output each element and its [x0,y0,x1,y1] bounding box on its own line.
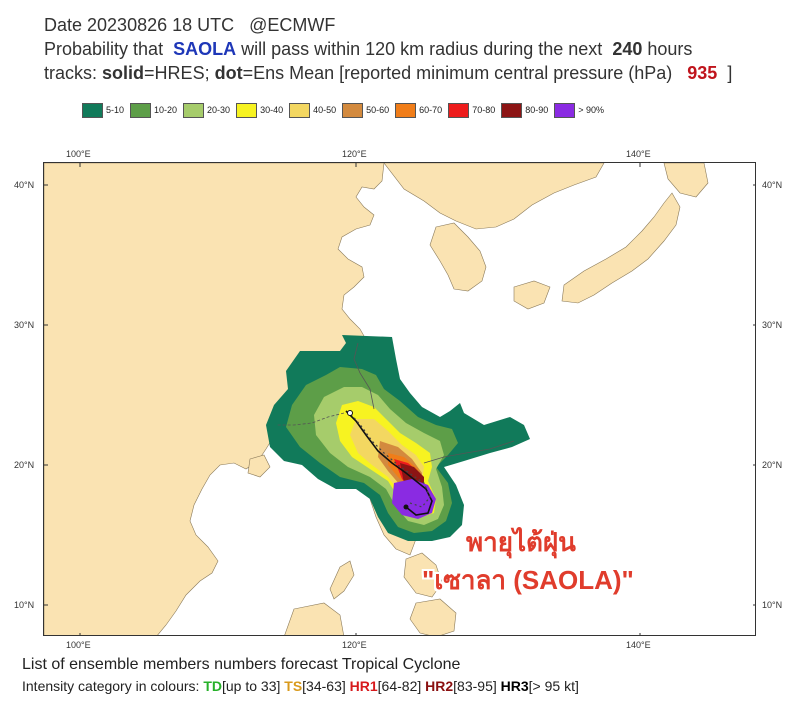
category-hr1-range: [64-82] [377,678,422,694]
legend-item: 50-60 [342,102,390,118]
legend-item: 70-80 [448,102,496,118]
legend-label: 50-60 [366,105,390,115]
footer-intensity-text: Intensity category in colours: TD[up to … [22,678,579,694]
member-track-north [353,342,375,410]
legend-item: 30-40 [236,102,284,118]
lat-tick-right-30: 30°N [762,320,783,330]
legend-item: 5-10 [82,102,125,118]
member-track-northeast [423,440,515,464]
legend-swatch [501,102,523,118]
lon-tick-top-120: 120°E [342,149,367,159]
category-ts: TS [284,678,303,694]
header-line-probability: Probability that SAOLA will pass within … [44,38,692,60]
category-hr2: HR2 [425,678,454,694]
category-hr2-range: [83-95] [453,678,497,694]
category-td: TD [203,678,222,694]
lat-tick-left-30: 30°N [14,320,35,330]
hres-track [345,410,433,516]
legend-swatch [236,102,258,118]
legend-label: 20-30 [207,105,231,115]
legend-swatch [448,102,470,118]
tracks-prefix: tracks: [44,63,98,83]
category-hr3-range: [> 95 kt] [528,678,579,694]
land-borneo [284,602,344,635]
lat-tick-right-40: 40°N [762,180,783,190]
legend-item: 60-70 [395,102,443,118]
legend-item: 40-50 [289,102,337,118]
map-svg [44,163,755,635]
lat-tick-left-40: 40°N [14,180,35,190]
lat-tick-right-10: 10°N [762,600,783,610]
dot-word: dot [214,63,243,83]
category-td-range: [up to 33] [221,678,281,694]
category-hr3: HR3 [500,678,529,694]
tracks-layer [276,342,515,516]
ens-end-marker [347,410,353,416]
solid-desc: =HRES; [144,63,210,83]
typhoon-label-thai: พายุไต้ฝุ่น [466,527,576,557]
lon-tick-bottom-120: 120°E [342,640,367,650]
map-frame [43,162,756,636]
land-japan-hokkaido [663,163,709,198]
probability-middle: will pass within 120 km radius during th… [241,39,603,59]
land-visayas [403,552,443,598]
ens-mean-track [349,412,431,508]
legend-label: 40-50 [313,105,337,115]
legend-swatch [289,102,311,118]
land-mindanao [409,598,457,635]
pressure-value: 935 [687,63,718,83]
lon-tick-bottom-140: 140°E [626,640,651,650]
date-text: Date 20230826 18 UTC [44,15,235,35]
legend-swatch [554,102,576,118]
solid-word: solid [102,63,145,83]
legend-item: 20-30 [183,102,231,118]
lat-tick-left-10: 10°N [14,600,35,610]
legend-swatch [342,102,364,118]
legend-item: 80-90 [501,102,549,118]
member-track-west [276,412,345,426]
hres-start-marker [403,504,409,510]
land-north [383,163,605,230]
legend-swatch [82,102,103,118]
lat-tick-left-20: 20°N [14,460,35,470]
land-japan-kyushu [513,280,551,310]
dot-desc: =Ens Mean [reported minimum central pres… [242,63,673,83]
legend-swatch [183,102,205,118]
legend-item: 10-20 [130,102,178,118]
header-line-tracks: tracks: solid=HRES; dot=Ens Mean [report… [44,62,732,84]
lon-tick-top-140: 140°E [626,149,651,159]
lon-tick-bottom-100: 100°E [66,640,91,650]
land-palawan [329,560,355,600]
frame-ticks [44,163,755,635]
legend-label: 30-40 [260,105,284,115]
legend-swatch [130,102,152,118]
legend-label: 80-90 [525,105,549,115]
land-korea [429,222,487,292]
category-hr1: HR1 [349,678,378,694]
legend-swatch [395,102,417,118]
legend-label: 10-20 [154,105,178,115]
intensity-prefix: Intensity category in colours: [22,678,200,694]
probability-layer [266,335,530,541]
category-ts-range: [34-63] [302,678,346,694]
legend-label: 70-80 [472,105,496,115]
tracks-suffix: ] [727,63,733,83]
land-japan-honshu [561,192,681,304]
lat-tick-right-20: 20°N [762,460,783,470]
source-text: @ECMWF [249,15,336,35]
probability-legend: 5-10 10-20 20-30 30-40 40-50 50-60 60-70 70-80 8… [82,101,610,119]
legend-item: > 90% [554,102,605,118]
storm-name: SAOLA [173,39,237,59]
legend-label: 60-70 [419,105,443,115]
lon-tick-top-100: 100°E [66,149,91,159]
legend-label: 5-10 [106,105,125,115]
typhoon-name-thai: "เซาลา (SAOLA)" [422,565,634,595]
probability-prefix: Probability that [44,39,164,59]
probability-suffix: hours [647,39,693,59]
header-line-date: Date 20230826 18 UTC @ECMWF [44,14,335,36]
footer-ensemble-text: List of ensemble members numbers forecas… [22,656,461,673]
legend-label: > 90% [578,105,605,115]
forecast-hours: 240 [612,39,643,59]
land-hainan [247,454,271,478]
